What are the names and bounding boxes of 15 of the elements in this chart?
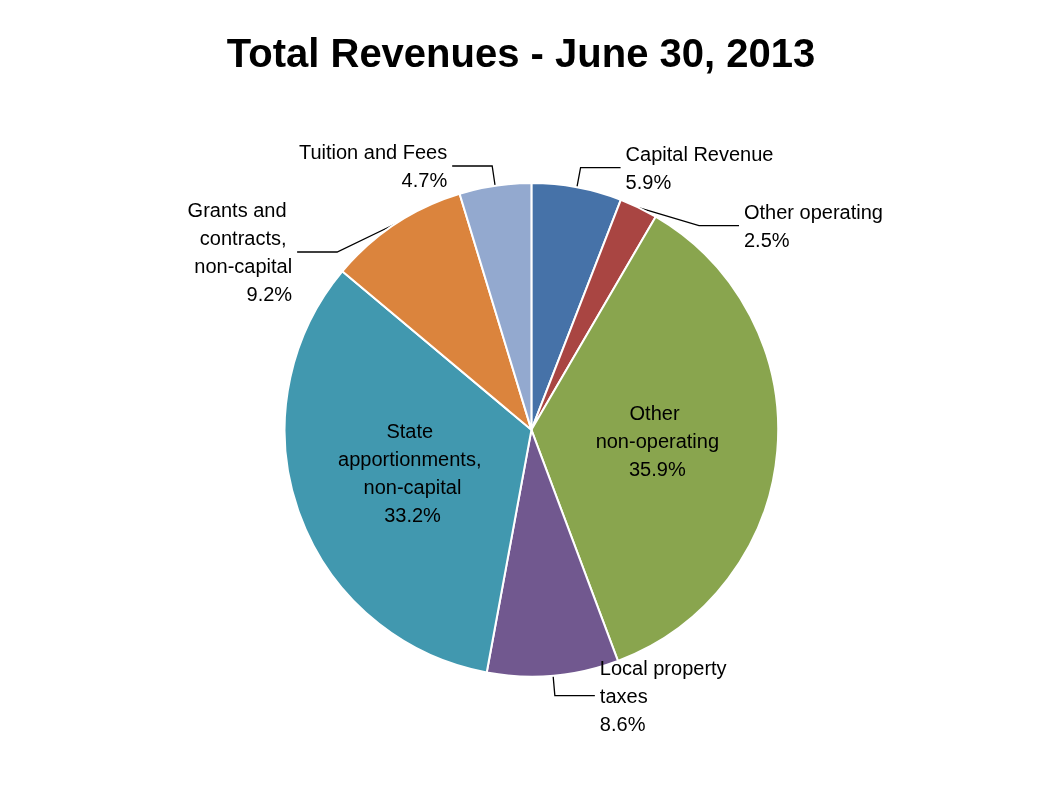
- slice-label: Other operating: [743, 200, 883, 223]
- chart-title: Total Revenues - June 30, 2013: [226, 31, 816, 75]
- slice-label: Tuition and Fees: [298, 140, 448, 163]
- data-label: 8.6%: [599, 712, 646, 735]
- slice-label: Capital Revenue: [625, 142, 774, 165]
- slice-label: State apportionments, non-capital: [338, 419, 487, 498]
- data-label: 9.2%: [246, 282, 293, 305]
- slice-label: Local property taxes: [599, 656, 733, 707]
- data-label: 5.9%: [625, 170, 672, 193]
- slice-label: Other non-operating: [595, 401, 720, 452]
- data-label: 35.9%: [628, 457, 686, 480]
- data-label: 4.7%: [401, 168, 448, 191]
- slice-label: Grants and contracts, non-capital: [187, 198, 293, 277]
- data-label: 33.2%: [384, 503, 442, 526]
- data-label: 2.5%: [743, 228, 790, 251]
